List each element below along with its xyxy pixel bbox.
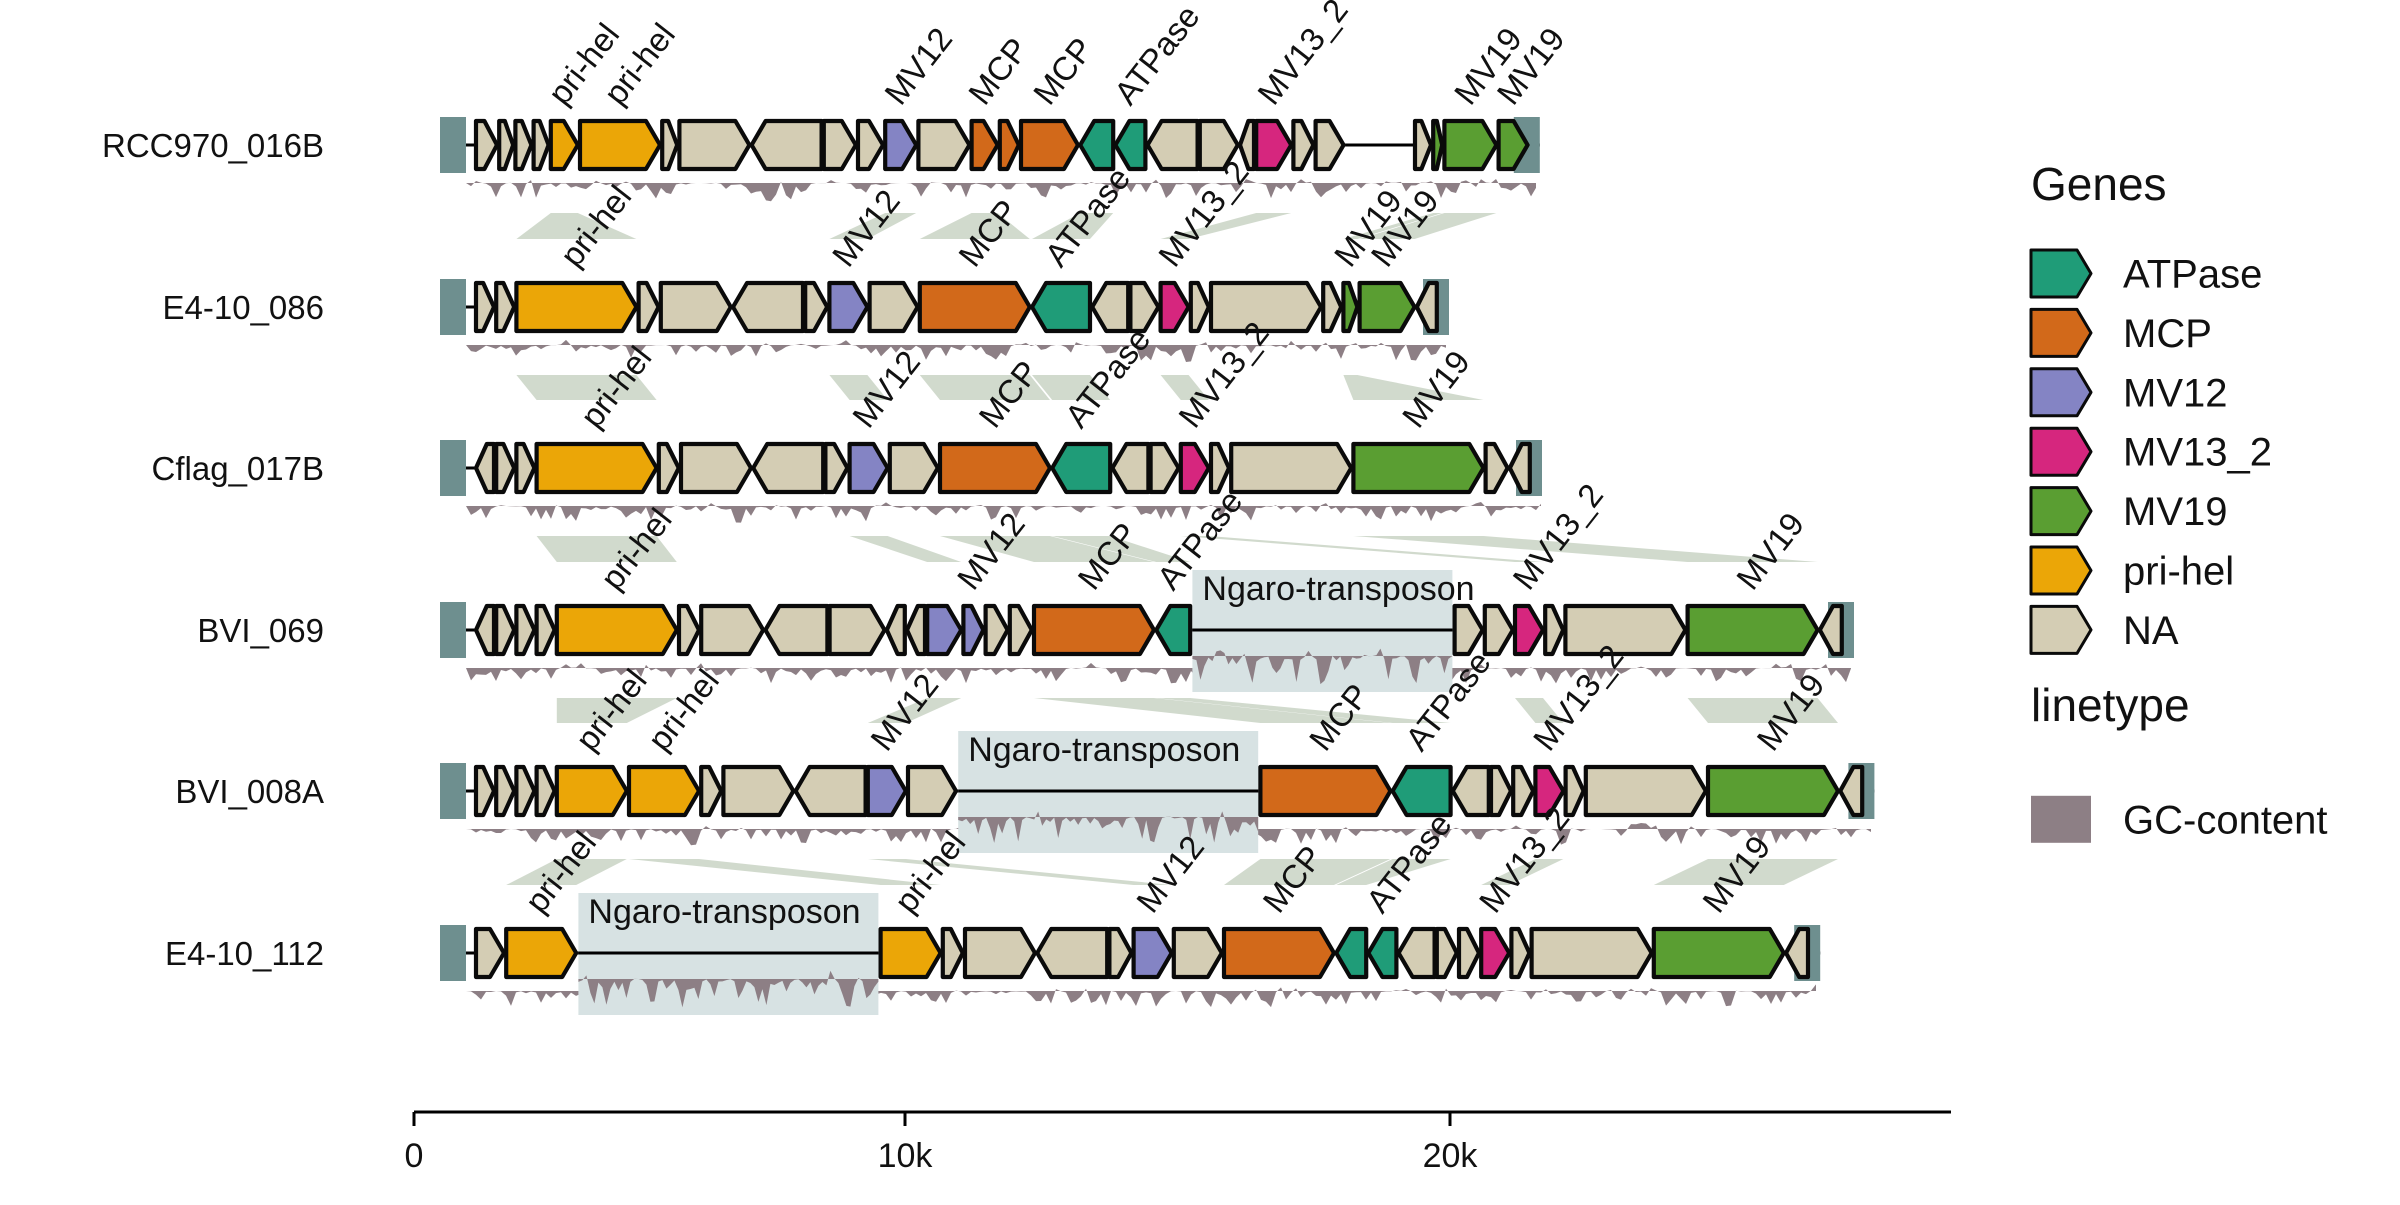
svg-text:Ngaro-transposon: Ngaro-transposon <box>588 893 860 931</box>
svg-text:Cflag_017B: Cflag_017B <box>152 450 324 487</box>
svg-text:GC-content: GC-content <box>2123 798 2328 842</box>
svg-text:MV12: MV12 <box>825 183 907 274</box>
svg-text:MV12: MV12 <box>863 667 945 758</box>
svg-text:Ngaro-transposon: Ngaro-transposon <box>1202 570 1474 608</box>
svg-text:linetype: linetype <box>2031 679 2190 731</box>
svg-text:ATPase: ATPase <box>1037 160 1137 273</box>
svg-text:MCP: MCP <box>2123 312 2212 356</box>
svg-text:MCP: MCP <box>1026 31 1100 112</box>
svg-text:RCC970_016B: RCC970_016B <box>102 127 324 164</box>
svg-text:MV19: MV19 <box>1729 506 1811 597</box>
svg-text:MV13_2: MV13_2 <box>2123 431 2272 475</box>
svg-text:Ngaro-transposon: Ngaro-transposon <box>968 731 1240 769</box>
svg-text:Genes: Genes <box>2031 158 2167 210</box>
svg-text:10k: 10k <box>878 1137 934 1175</box>
svg-text:0: 0 <box>405 1137 424 1175</box>
svg-text:BVI_008A: BVI_008A <box>175 773 324 810</box>
svg-text:BVI_069: BVI_069 <box>197 612 324 649</box>
svg-text:NA: NA <box>2123 609 2179 653</box>
svg-text:E4-10_086: E4-10_086 <box>163 289 324 326</box>
svg-text:MV12: MV12 <box>2123 371 2228 415</box>
svg-text:ATPase: ATPase <box>2123 253 2262 297</box>
svg-text:E4-10_112: E4-10_112 <box>165 935 324 972</box>
svg-text:MV12: MV12 <box>877 21 959 112</box>
svg-text:pri-hel: pri-hel <box>2123 550 2234 594</box>
svg-text:MV19: MV19 <box>2123 490 2228 534</box>
svg-text:20k: 20k <box>1423 1137 1479 1175</box>
svg-text:MV13_2: MV13_2 <box>1250 0 1355 111</box>
svg-text:MCP: MCP <box>961 31 1035 112</box>
svg-text:ATPase: ATPase <box>1107 0 1207 111</box>
svg-text:MV13_2: MV13_2 <box>1151 154 1256 274</box>
